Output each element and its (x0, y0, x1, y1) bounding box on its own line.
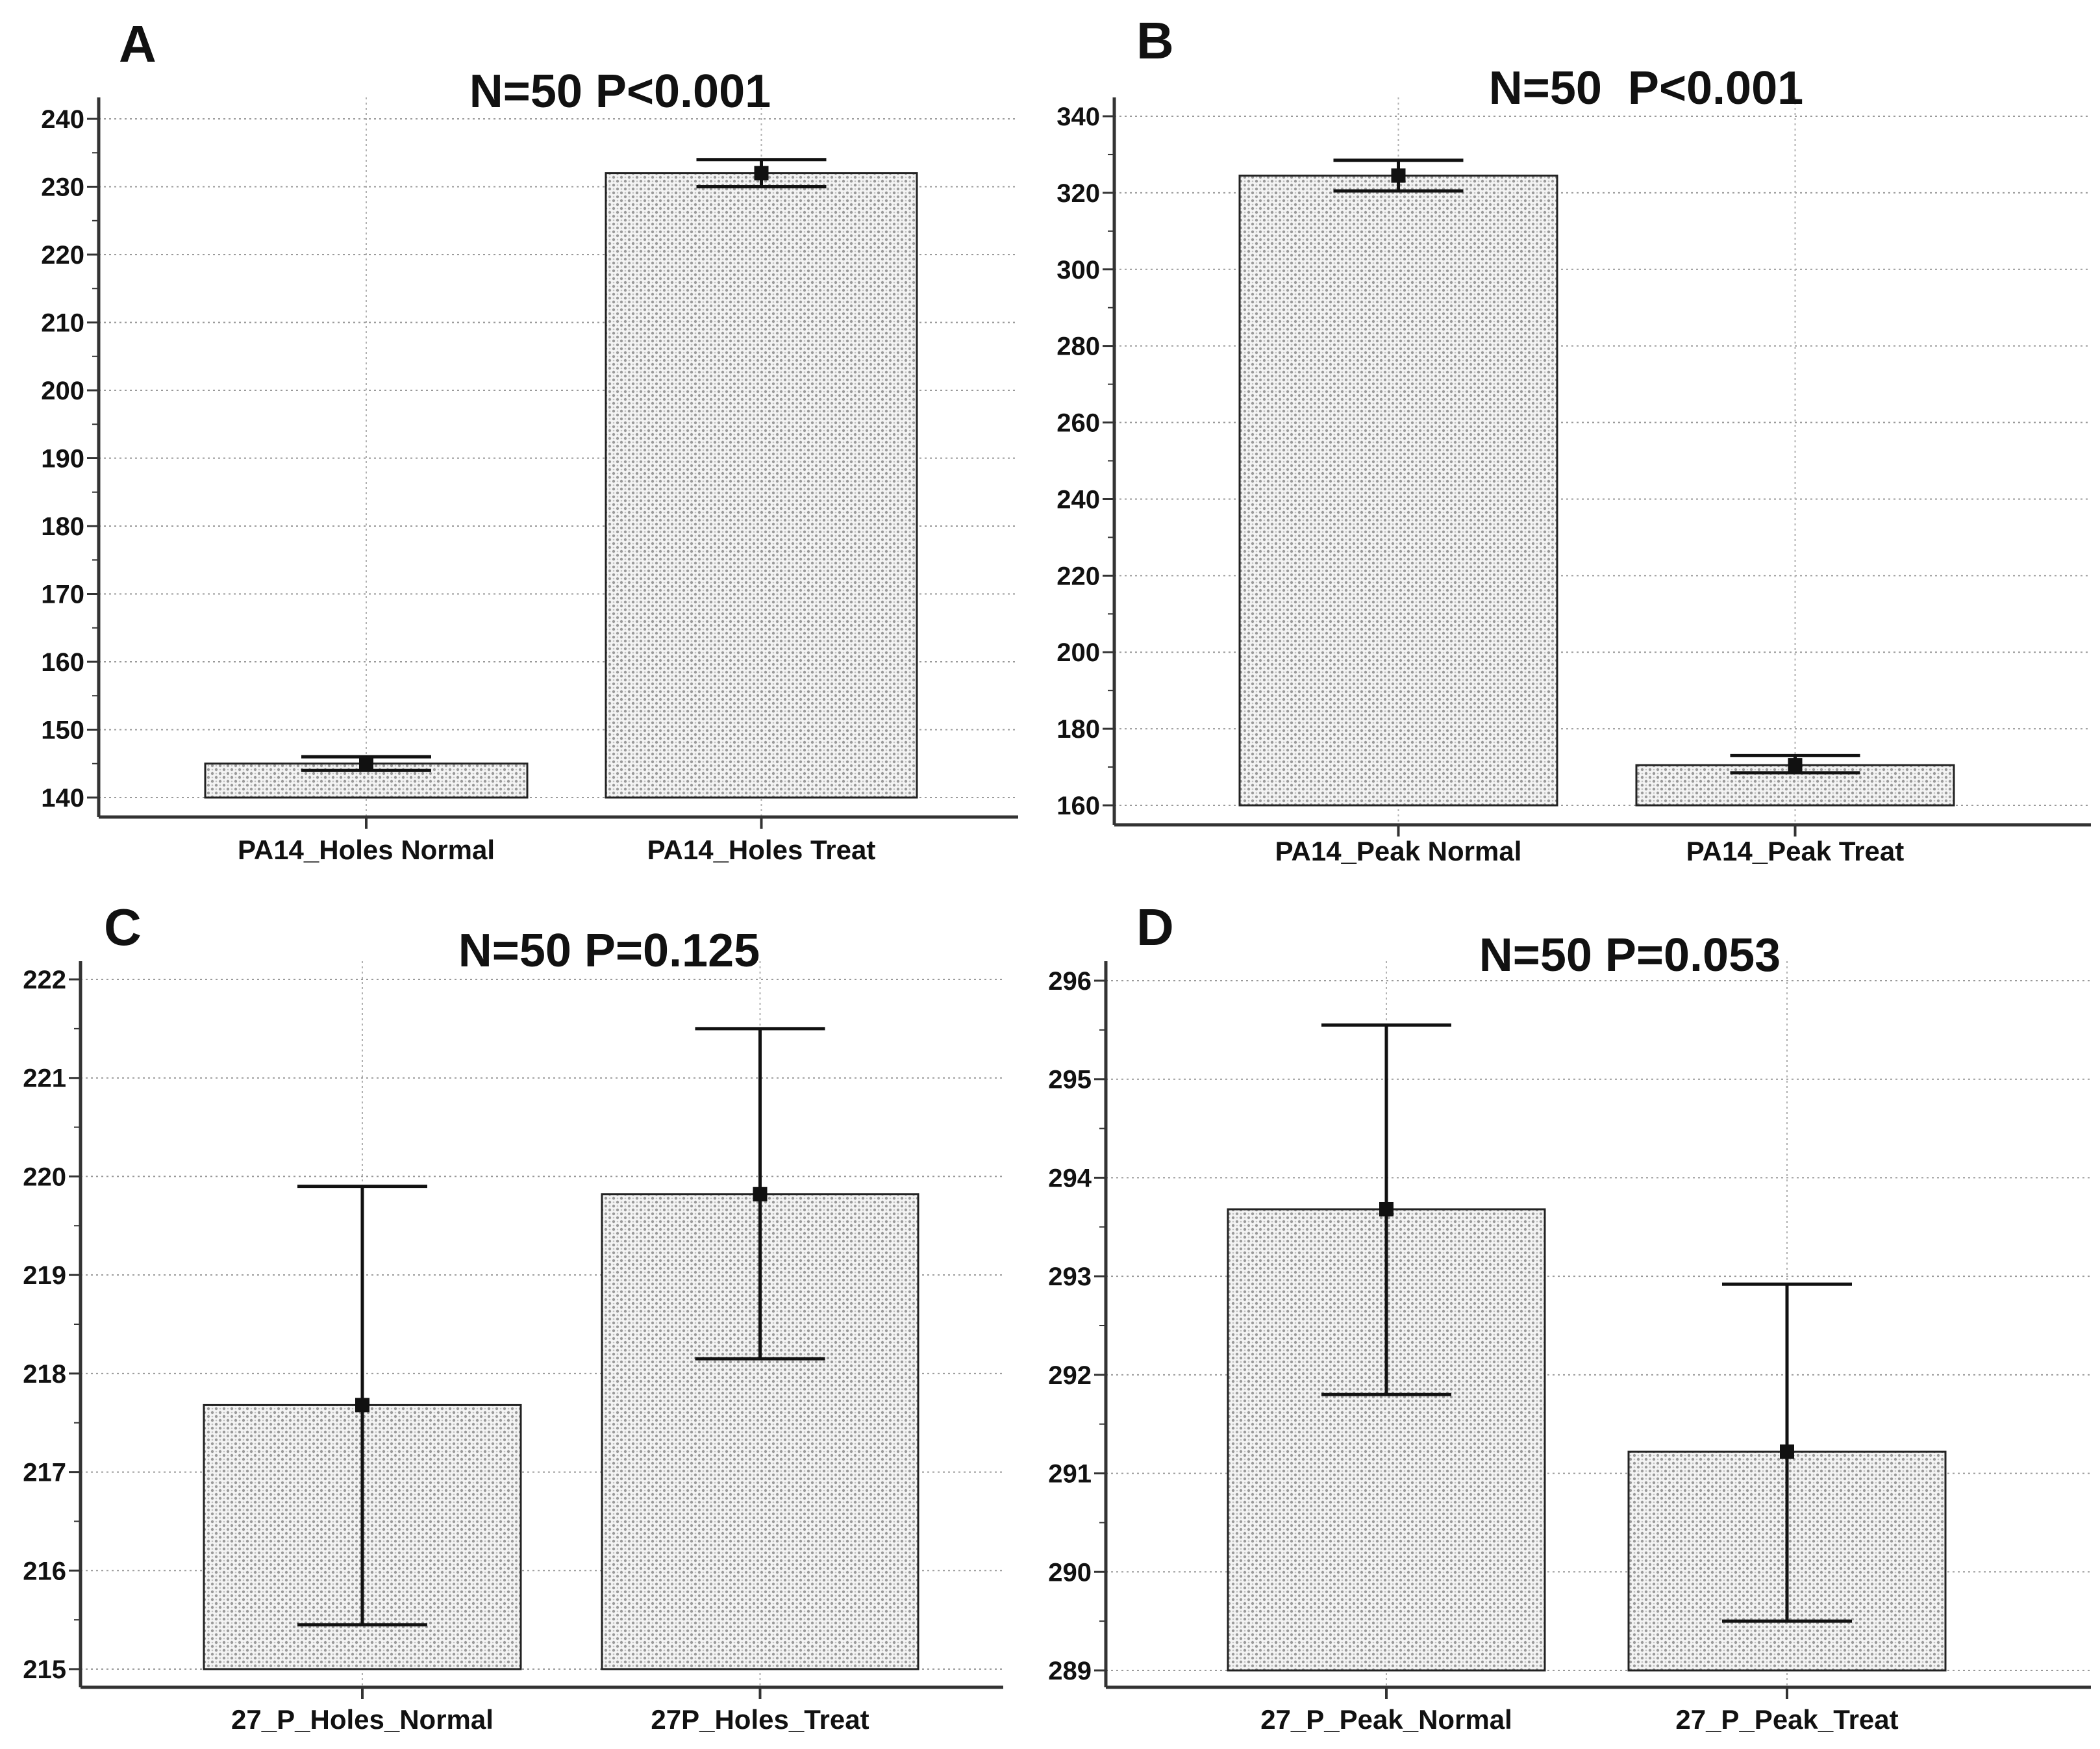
y-tick-label: 140 (41, 784, 84, 812)
x-tick-label: 27_P_Peak_Normal (1260, 1704, 1512, 1735)
y-tick-label: 218 (23, 1360, 66, 1389)
y-tick-label: 160 (41, 648, 84, 677)
y-tick-label: 230 (41, 173, 84, 202)
mean-marker (1379, 1202, 1394, 1216)
panel-b: 160 180 200 220 240 260 280 300 320 340 PA14_Peak … (1056, 12, 2091, 866)
x-tick-label: 27_P_Peak_Treat (1675, 1704, 1898, 1735)
x-tick-label: 27_P_Holes_Normal (231, 1704, 494, 1735)
y-tick-label: 291 (1048, 1460, 1092, 1489)
y-tick-label: 293 (1048, 1263, 1092, 1291)
mean-marker (1780, 1444, 1794, 1459)
y-tick-label: 290 (1048, 1558, 1092, 1587)
x-tick-label: PA14_Holes Normal (238, 835, 495, 865)
panel-letter: B (1136, 12, 1174, 69)
y-tick-label: 210 (41, 309, 84, 338)
bar-2 (605, 172, 918, 799)
y-tick-label: 280 (1056, 333, 1100, 361)
y-tick-label: 190 (41, 445, 84, 473)
y-tick-label: 221 (23, 1064, 66, 1093)
y-tick-label: 180 (1056, 715, 1100, 744)
y-tick-label: 220 (1056, 562, 1100, 590)
panel-letter: A (119, 15, 156, 73)
panel-c: 215 216 217 218 219 220 221 222 27_P_Holes_Norma… (23, 898, 1003, 1735)
panel-a: 140 150 160 170 180 190 200 210 220 230 240 PA14_Ho… (41, 15, 1018, 865)
chart-title: N=50 P<0.001 (1489, 62, 1803, 114)
y-tick-label: 215 (23, 1655, 66, 1684)
bar-1 (1238, 174, 1558, 807)
mean-marker (754, 166, 769, 181)
panel-d: 289 290 291 292 293 294 295 296 27_P_Peak_Normal… (1048, 898, 2091, 1735)
y-tick-label: 217 (23, 1459, 66, 1487)
chart-title: N=50 P<0.001 (469, 66, 771, 118)
y-tick-label: 294 (1048, 1164, 1092, 1192)
y-tick-label: 340 (1056, 103, 1100, 131)
y-tick-label: 240 (1056, 485, 1100, 514)
x-tick-label: PA14_Peak Normal (1275, 836, 1522, 866)
y-tick-label: 240 (41, 105, 84, 134)
y-tick-label: 295 (1048, 1066, 1092, 1094)
panel-letter: D (1136, 898, 1174, 956)
y-tick-label: 300 (1056, 256, 1100, 284)
y-tick-label: 260 (1056, 409, 1100, 438)
x-tick-label: 27P_Holes_Treat (651, 1704, 869, 1735)
y-tick-label: 160 (1056, 792, 1100, 820)
panel-letter: C (104, 898, 142, 956)
y-tick-label: 170 (41, 581, 84, 609)
y-tick-label: 200 (41, 377, 84, 405)
y-tick-label: 292 (1048, 1361, 1092, 1390)
x-tick-label: PA14_Holes Treat (647, 835, 876, 865)
mean-marker (1391, 168, 1406, 183)
chart-title: N=50 P=0.053 (1479, 929, 1781, 981)
mean-marker (1788, 758, 1803, 773)
mean-marker (355, 1398, 369, 1413)
y-tick-label: 150 (41, 716, 84, 745)
chart-title: N=50 P=0.125 (458, 925, 760, 977)
y-tick-label: 296 (1048, 967, 1092, 996)
y-tick-label: 222 (23, 966, 66, 994)
mean-marker (753, 1187, 768, 1202)
y-tick-label: 180 (41, 512, 84, 541)
mean-marker (359, 756, 373, 771)
y-tick-label: 220 (23, 1163, 66, 1191)
y-tick-label: 320 (1056, 179, 1100, 208)
y-tick-label: 216 (23, 1557, 66, 1585)
y-tick-label: 220 (41, 241, 84, 270)
y-tick-label: 200 (1056, 638, 1100, 667)
x-tick-label: PA14_Peak Treat (1686, 836, 1904, 866)
y-tick-label: 219 (23, 1261, 66, 1290)
y-tick-label: 289 (1048, 1657, 1092, 1685)
